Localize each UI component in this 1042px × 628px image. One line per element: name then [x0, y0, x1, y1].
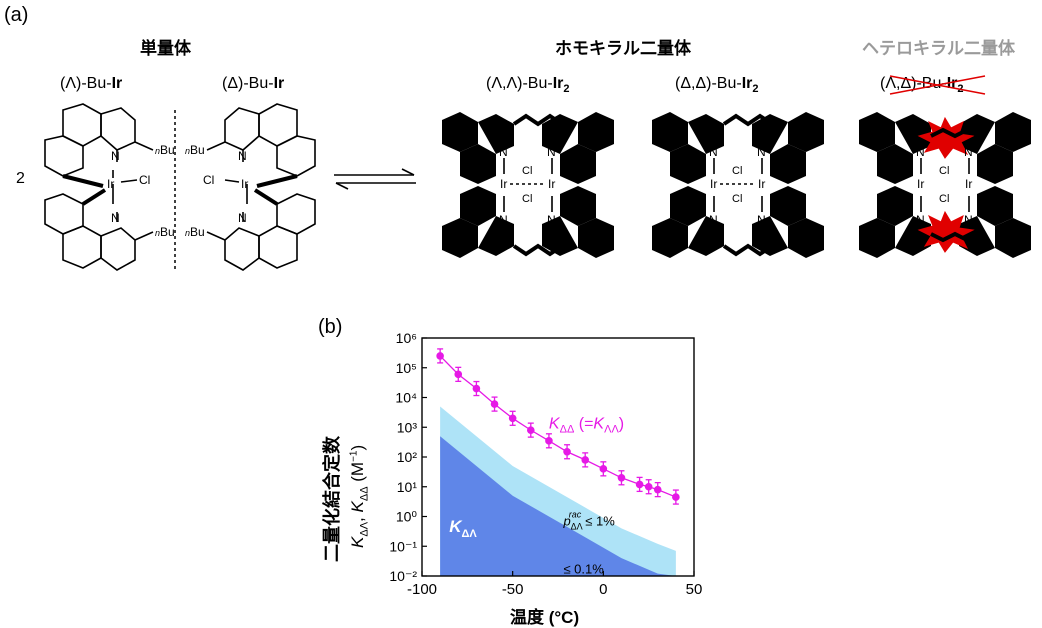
y-tick-label: 10⁴	[395, 390, 417, 406]
svg-text:Ir: Ir	[241, 177, 248, 191]
svg-text:Ir: Ir	[548, 177, 555, 191]
y-title-jp: 二量化結合定数	[322, 436, 342, 562]
dimer-DD-structure: N N N N Ir Ir Cl Cl	[652, 112, 824, 258]
svg-text:Ir: Ir	[710, 177, 717, 191]
heterochiral-header: ヘテロキラル二量体	[862, 39, 1015, 58]
data-point	[527, 426, 535, 434]
svg-text:N: N	[238, 211, 247, 225]
strike-through-lines	[889, 75, 986, 95]
svg-text:N: N	[111, 211, 120, 225]
svg-text:nBu: nBu	[185, 143, 205, 157]
svg-text:N: N	[499, 145, 508, 159]
data-point	[635, 480, 644, 489]
svg-text:nBu: nBu	[155, 143, 175, 157]
monomer-delta-structure: N Ir Cl N nBu nBu	[185, 103, 316, 271]
data-point	[490, 400, 499, 408]
svg-text:N: N	[499, 213, 508, 227]
svg-text:Cl: Cl	[939, 193, 949, 205]
y-tick-label: 10³	[397, 419, 418, 435]
data-point	[563, 447, 571, 456]
svg-text:N: N	[709, 213, 718, 227]
x-tick-label: -50	[502, 581, 524, 598]
y-tick-label: 10⁰	[396, 509, 418, 525]
svg-text:N: N	[964, 213, 973, 227]
dimer-LL-structure: N N N N Ir Ir Cl Cl	[442, 112, 614, 258]
data-point	[545, 437, 553, 445]
steric-clash-burst-icon	[917, 116, 975, 159]
svg-text:Cl: Cl	[732, 193, 742, 205]
monomer-delta-label: (Δ)-Bu-Ir	[222, 75, 285, 92]
svg-text:N: N	[757, 213, 766, 227]
dimer-LL-label: (Λ,Λ)-Bu-Ir2	[486, 75, 570, 96]
data-point	[653, 485, 662, 494]
svg-text:Cl: Cl	[522, 193, 532, 205]
svg-text:Ir: Ir	[107, 177, 114, 191]
svg-text:Cl: Cl	[732, 165, 742, 177]
data-point	[599, 465, 608, 473]
dimer-DD-label: (Δ,Δ)-Bu-Ir2	[675, 75, 759, 96]
svg-text:N: N	[547, 145, 556, 159]
data-point	[472, 384, 481, 393]
y-tick-label: 10⁻¹	[389, 538, 417, 554]
y-tick-label: 10¹	[397, 479, 418, 495]
steric-clash-burst-icon	[917, 210, 975, 253]
svg-text:Cl: Cl	[203, 173, 214, 187]
x-tick-label: -100	[407, 581, 437, 598]
svg-text:N: N	[916, 145, 925, 159]
svg-text:nBu: nBu	[185, 225, 205, 239]
svg-text:Cl: Cl	[139, 173, 150, 187]
stoichiometric-coefficient: 2	[16, 170, 25, 187]
svg-text:Ir: Ir	[500, 177, 507, 191]
homochiral-header: ホモキラル二量体	[555, 39, 691, 58]
threshold-01pct-label: ≤ 0.1%	[563, 562, 604, 577]
x-axis-label: 温度 (°C)	[510, 608, 580, 627]
y-tick-label: 10²	[397, 449, 418, 465]
region-label-KDL: KΔΛ	[449, 517, 477, 540]
svg-text:N: N	[547, 213, 556, 227]
dimer-LD-structure: N N N N Ir Ir Cl Cl	[859, 112, 1031, 258]
band-1	[440, 436, 676, 576]
svg-text:Ir: Ir	[965, 177, 972, 191]
svg-text:Cl: Cl	[522, 165, 532, 177]
svg-text:nBu: nBu	[155, 225, 175, 239]
data-point	[617, 473, 626, 482]
svg-text:Ir: Ir	[758, 177, 765, 191]
svg-text:N: N	[709, 145, 718, 159]
x-tick-label: 50	[686, 581, 703, 598]
mirror-plane-line	[174, 110, 176, 270]
data-point	[508, 414, 517, 423]
svg-text:N: N	[238, 149, 247, 163]
data-point	[644, 482, 653, 491]
monomer-lambda-label: (Λ)-Bu-Ir	[60, 75, 123, 92]
x-tick-label: 0	[599, 581, 607, 598]
panel-b-label: (b)	[318, 316, 343, 338]
data-point	[672, 493, 680, 501]
y-tick-label: 10⁵	[396, 360, 417, 376]
threshold-1pct-label: pΔΛrac ≤ 1%	[562, 509, 615, 531]
data-point	[454, 370, 463, 379]
dimerization-constant-chart: 10⁻² 10⁻¹ 10⁰ 10¹ 10² 10³ 10⁴ 10⁵ 10⁶ -100 -50 0 50…	[389, 330, 703, 598]
svg-text:N: N	[964, 145, 973, 159]
svg-text:Cl: Cl	[939, 165, 949, 177]
svg-text:N: N	[111, 149, 120, 163]
svg-text:N: N	[757, 145, 766, 159]
data-point	[436, 352, 444, 360]
svg-text:N: N	[916, 213, 925, 227]
y-tick-label: 10⁶	[396, 330, 417, 346]
data-point	[581, 456, 589, 464]
monomer-lambda-structure: N Ir Cl N nBu nBu	[44, 103, 175, 271]
series-label-KDD: KΔΔ (=KΛΛ)	[549, 415, 624, 435]
y-tick-label: 10⁻²	[389, 568, 417, 584]
equilibrium-arrow-icon	[334, 168, 416, 190]
svg-text:Ir: Ir	[917, 177, 924, 191]
panel-a-label: (a)	[4, 4, 29, 26]
y-axis-label: KΔΛ, KΔΔ (M−1)	[348, 444, 371, 548]
monomer-header: 単量体	[140, 39, 191, 58]
